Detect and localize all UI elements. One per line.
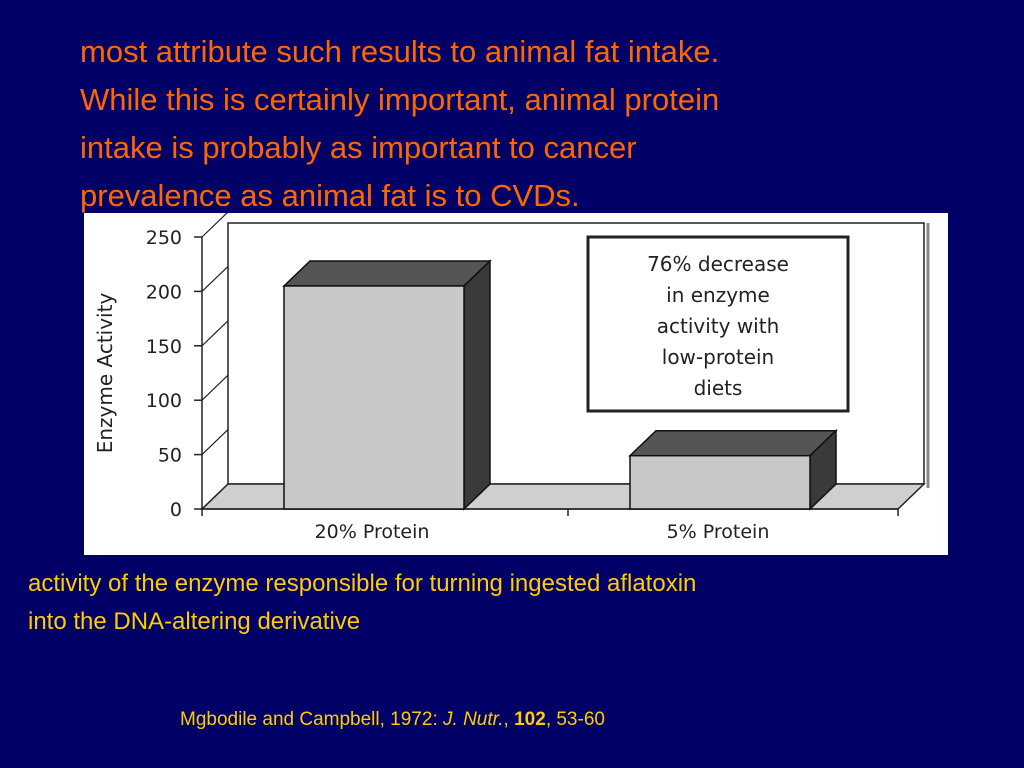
- y-tick-depth: [201, 374, 229, 401]
- citation-sep: ,: [503, 709, 515, 730]
- bar-1: [282, 259, 492, 511]
- y-tick-depth: [201, 213, 228, 238]
- annotation-line: diets: [694, 376, 743, 400]
- intro-line-2: While this is certainly important, anima…: [80, 82, 720, 117]
- annotation-box: 76% decrease in enzyme activity with low-pr…: [586, 235, 850, 413]
- x-axis-labels: 20% Protein 5% Protein: [315, 521, 770, 543]
- citation-volume: 102: [514, 709, 546, 730]
- citation-pages: , 53-60: [545, 709, 605, 730]
- y-tick-depth: [201, 320, 229, 347]
- bar-top: [282, 260, 492, 287]
- bar-top: [628, 429, 838, 457]
- annotation-line: in enzyme: [666, 283, 770, 307]
- caption: activity of the enzyme responsible for t…: [28, 565, 1008, 641]
- y-tick-label: 150: [146, 336, 182, 358]
- y-tick-depth: [201, 429, 229, 456]
- intro-line-4: prevalence as animal fat is to CVDs.: [80, 178, 580, 213]
- annotation-border: [586, 235, 850, 413]
- y-tick-label: 200: [146, 281, 182, 303]
- caption-line-1: activity of the enzyme responsible for t…: [28, 570, 697, 597]
- y-tick-depth: [201, 265, 229, 292]
- annotation-line: activity with: [657, 314, 780, 338]
- y-tick-label: 0: [170, 499, 182, 521]
- chart-bars: [282, 259, 838, 511]
- y-axis: 0 50 100 150 200 250: [146, 213, 229, 521]
- intro-text: most attribute such results to animal fa…: [80, 28, 980, 220]
- annotation-line: 76% decrease: [647, 252, 789, 276]
- y-axis-label: Enzyme Activity: [93, 293, 117, 454]
- citation: Mgbodile and Campbell, 1972: J. Nutr., 1…: [180, 709, 605, 731]
- intro-line-3: intake is probably as important to cance…: [80, 130, 637, 165]
- y-tick-label: 250: [146, 227, 182, 249]
- y-tick-label: 100: [146, 390, 182, 412]
- y-tick-label: 50: [158, 445, 182, 467]
- bar-side: [463, 259, 491, 511]
- x-tick-label: 5% Protein: [667, 521, 770, 543]
- x-tick-label: 20% Protein: [315, 521, 430, 543]
- bar-front: [283, 285, 465, 510]
- bar-front: [629, 454, 811, 510]
- citation-journal: J. Nutr.: [443, 709, 504, 730]
- annotation-line: low-protein: [662, 345, 774, 369]
- chart-figure: 0 50 100 150 200 250 20% Protein 5% Protein En…: [84, 213, 948, 555]
- y-tick-depth: [201, 483, 229, 510]
- caption-line-2: into the DNA-altering derivative: [28, 608, 361, 635]
- intro-line-1: most attribute such results to animal fa…: [80, 34, 720, 69]
- citation-authors: Mgbodile and Campbell, 1972:: [180, 709, 444, 730]
- enzyme-activity-chart: 0 50 100 150 200 250 20% Protein 5% Protein En…: [93, 213, 930, 543]
- bar-2: [628, 428, 838, 511]
